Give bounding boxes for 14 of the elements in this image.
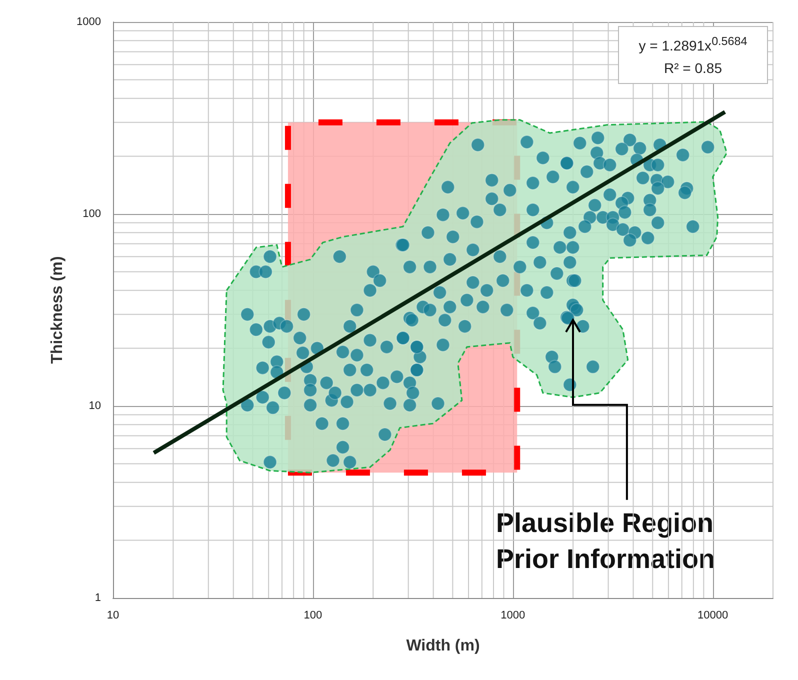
annotation: R² = 0.85 [663,58,723,78]
x-axis-title: Width (m) [406,638,480,654]
annotation: Plausible Region Prior Information [496,508,716,574]
y-tick-label: 1000 [76,16,101,28]
x-tick-label: 10 [106,610,120,622]
text-box: y = 1.2891x$^{0.5684}$ R² = 0.85 [618,26,768,84]
x-tick-label: 100 [304,610,322,622]
y-tick-label: 1 [94,592,101,604]
y-tick-label: 10 [88,400,101,412]
x-tick-label: 1000 [500,610,526,622]
y-axis-title: Thickness (m) [49,256,66,364]
annotation: y = 1.2891x$^{0.5684}$ [638,34,748,56]
y-tick-label: 100 [82,208,101,220]
x-tick-label: 10000 [698,610,728,622]
